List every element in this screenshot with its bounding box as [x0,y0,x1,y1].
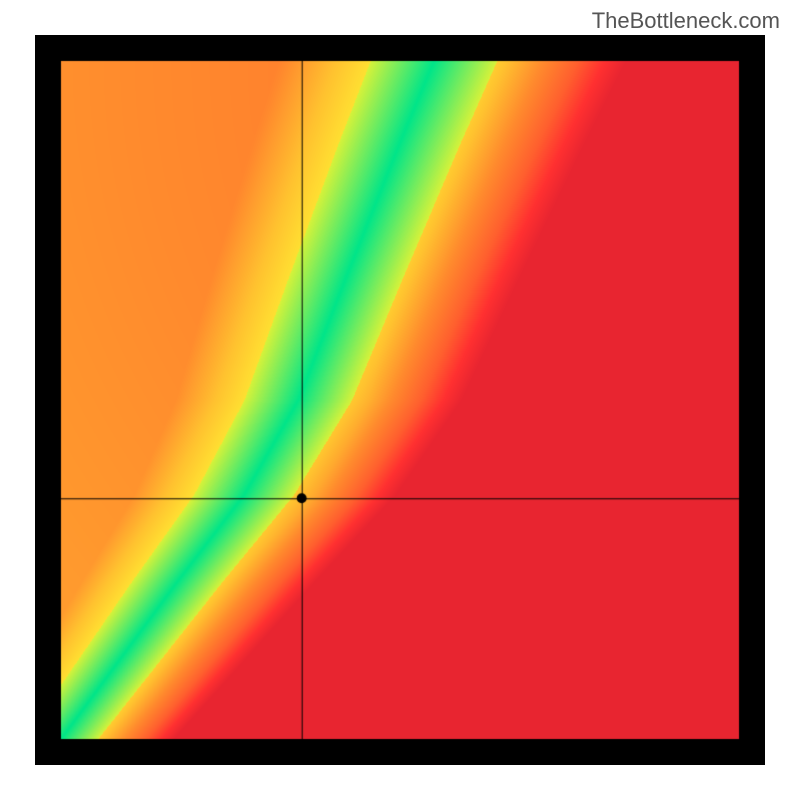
watermark-text: TheBottleneck.com [592,8,780,34]
heatmap-canvas [35,35,765,765]
heatmap-chart [35,35,765,765]
